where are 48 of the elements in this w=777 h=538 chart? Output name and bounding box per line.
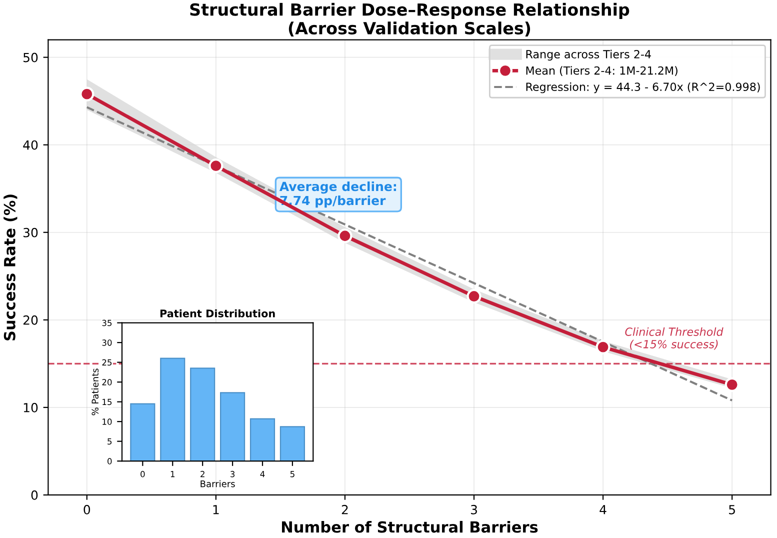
x-tick-label: 0 (140, 470, 145, 478)
point (596, 340, 610, 354)
x-tick-label: 3 (230, 470, 235, 478)
x-tick-label: 5 (290, 471, 294, 478)
legend-label: Regression: y = 44.3 - 6.70x (R^2=0.998) (526, 82, 760, 94)
y-axis-title: Success Rate (%) (4, 194, 18, 340)
x-tick-label: 3 (470, 504, 477, 514)
bar (160, 358, 186, 462)
x-tick-label: 0 (84, 504, 90, 514)
annotation: Range across Tiers 2-4 (526, 50, 651, 61)
x-axis-title: Number of Structural Barriers (282, 520, 538, 533)
y-tick-label: 10 (102, 418, 112, 425)
y-tick-label: 40 (23, 140, 38, 150)
bar (250, 418, 276, 462)
x-axis-title: Barriers (200, 480, 235, 488)
x-tick-label: 2 (342, 504, 348, 514)
y-tick-label: 50 (24, 52, 38, 62)
x-tick-label: 4 (600, 505, 606, 514)
y-axis-title: % Patients (92, 368, 99, 416)
y-tick-label: 5 (108, 438, 112, 445)
legend-label: Mean (Tiers 2-4: 1M-21.2M) (526, 66, 678, 76)
point (80, 86, 94, 102)
y-tick-label: 20 (102, 379, 112, 386)
y-tick-label: 35 (102, 320, 112, 326)
y-tick-label: 20 (23, 315, 38, 325)
point (466, 288, 482, 304)
chart-title: Patient Distribution (160, 309, 275, 318)
y-tick-label: 25 (102, 359, 112, 366)
bar (190, 368, 216, 462)
ref-line-label: Clinical Threshold (<15% success) (625, 327, 724, 350)
x-tick-label: 2 (200, 470, 204, 478)
y-tick-label: 15 (102, 398, 112, 406)
x-tick-label: 5 (729, 505, 735, 514)
y-tick-label: 10 (24, 402, 38, 412)
point (338, 228, 352, 244)
x-tick-label: 4 (260, 471, 265, 478)
chart-title: Structural Barrier Dose–Response Relationship (Across Validation Scales) (190, 2, 630, 36)
bar (130, 403, 156, 462)
y-tick-label: 0 (108, 458, 112, 464)
point (208, 158, 224, 174)
bar (220, 392, 246, 462)
x-tick-label: 1 (170, 471, 174, 478)
y-tick-label: 0 (31, 490, 38, 500)
bar (280, 426, 305, 462)
y-tick-label: 30 (24, 228, 38, 238)
y-tick-label: 30 (102, 340, 112, 346)
x-tick-label: 1 (213, 505, 219, 514)
point (724, 377, 740, 392)
